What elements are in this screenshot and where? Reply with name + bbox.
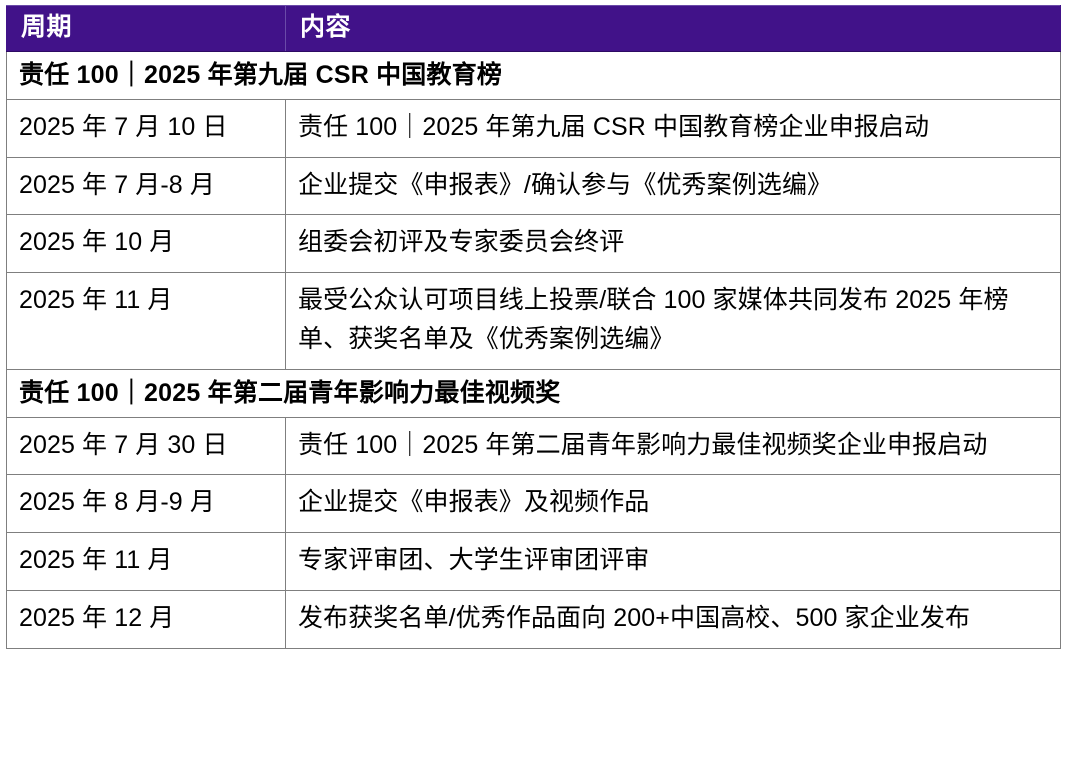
cell-content: 专家评审团、大学生评审团评审 <box>285 532 1061 591</box>
table-row: 2025 年 11 月 最受公众认可项目线上投票/联合 100 家媒体共同发布 … <box>6 272 1061 370</box>
cell-period: 2025 年 11 月 <box>6 272 286 370</box>
table-header: 周期 内容 <box>6 5 1061 52</box>
section-heading-row: 责任 100｜2025 年第二届青年影响力最佳视频奖 <box>6 368 1061 418</box>
cell-period: 2025 年 8 月-9 月 <box>6 474 286 533</box>
table-row: 2025 年 7 月 30 日 责任 100｜2025 年第二届青年影响力最佳视… <box>6 416 1061 476</box>
table-row: 2025 年 10 月 组委会初评及专家委员会终评 <box>6 214 1061 273</box>
column-header-period: 周期 <box>6 5 286 52</box>
header-row: 周期 内容 <box>6 5 1061 52</box>
column-header-content: 内容 <box>285 5 1061 52</box>
cell-content: 企业提交《申报表》/确认参与《优秀案例选编》 <box>285 156 1061 216</box>
cell-period: 2025 年 7 月-8 月 <box>6 156 286 216</box>
table-row: 2025 年 7 月 10 日 责任 100｜2025 年第九届 CSR 中国教… <box>6 98 1061 158</box>
cell-period: 2025 年 10 月 <box>6 214 286 273</box>
cell-period: 2025 年 11 月 <box>6 532 286 591</box>
cell-content: 组委会初评及专家委员会终评 <box>285 214 1061 273</box>
cell-content: 发布获奖名单/优秀作品面向 200+中国高校、500 家企业发布 <box>285 589 1061 649</box>
section-heading-row: 责任 100｜2025 年第九届 CSR 中国教育榜 <box>6 50 1061 100</box>
cell-content: 责任 100｜2025 年第二届青年影响力最佳视频奖企业申报启动 <box>285 416 1061 476</box>
table-row: 2025 年 11 月 专家评审团、大学生评审团评审 <box>6 532 1061 591</box>
section-title-youth-video-award: 责任 100｜2025 年第二届青年影响力最佳视频奖 <box>6 368 1061 418</box>
table-row: 2025 年 12 月 发布获奖名单/优秀作品面向 200+中国高校、500 家… <box>6 589 1061 649</box>
cell-content: 企业提交《申报表》及视频作品 <box>285 474 1061 533</box>
cell-content: 最受公众认可项目线上投票/联合 100 家媒体共同发布 2025 年榜单、获奖名… <box>285 272 1061 370</box>
cell-content: 责任 100｜2025 年第九届 CSR 中国教育榜企业申报启动 <box>285 98 1061 158</box>
cell-period: 2025 年 12 月 <box>6 589 286 649</box>
table-body: 责任 100｜2025 年第九届 CSR 中国教育榜 2025 年 7 月 10… <box>6 50 1061 649</box>
table-row: 2025 年 8 月-9 月 企业提交《申报表》及视频作品 <box>6 474 1061 533</box>
schedule-table: 周期 内容 责任 100｜2025 年第九届 CSR 中国教育榜 2025 年 … <box>6 5 1061 649</box>
cell-period: 2025 年 7 月 10 日 <box>6 98 286 158</box>
cell-period: 2025 年 7 月 30 日 <box>6 416 286 476</box>
section-title-csr-education: 责任 100｜2025 年第九届 CSR 中国教育榜 <box>6 50 1061 100</box>
table-row: 2025 年 7 月-8 月 企业提交《申报表》/确认参与《优秀案例选编》 <box>6 156 1061 216</box>
